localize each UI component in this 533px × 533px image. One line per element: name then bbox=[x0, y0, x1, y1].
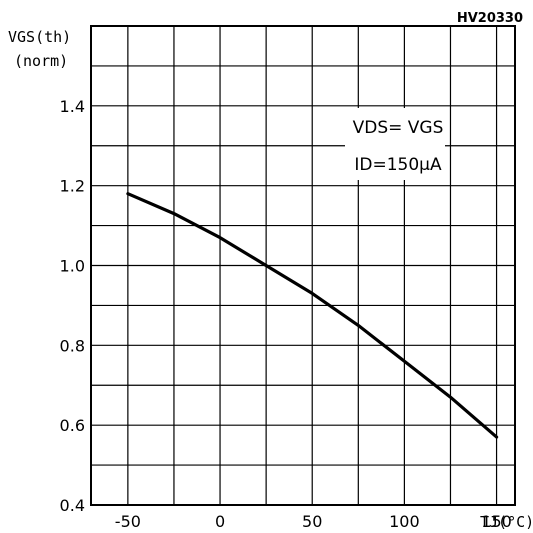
x-tick-labels: -50 0 50 100 150 bbox=[115, 512, 512, 531]
y-tick-label: 0.4 bbox=[60, 496, 85, 515]
grid bbox=[91, 26, 515, 505]
x-tick-label: 0 bbox=[215, 512, 225, 531]
x-tick-label: 150 bbox=[481, 512, 512, 531]
annotation-background bbox=[345, 108, 445, 180]
y-axis-label-line2: (norm) bbox=[14, 52, 68, 70]
x-tick-label: 100 bbox=[389, 512, 420, 531]
x-tick-label: 50 bbox=[302, 512, 322, 531]
figure-code: HV20330 bbox=[457, 11, 523, 26]
series-line-0 bbox=[126, 192, 499, 439]
y-axis-label-line1: VGS(th) bbox=[8, 28, 71, 46]
annotation-line-1: VDS= VGS bbox=[353, 118, 444, 138]
y-tick-label: 0.8 bbox=[60, 336, 85, 355]
x-axis-label: TJ(°C) bbox=[480, 513, 533, 531]
annotation-line-2: ID=150µA bbox=[354, 155, 442, 175]
y-tick-label: 1.4 bbox=[60, 97, 85, 116]
y-tick-labels: 0.4 0.6 0.8 1.0 1.2 1.4 bbox=[60, 97, 85, 515]
annotation-box: VDS= VGS ID=150µA bbox=[345, 108, 445, 180]
y-tick-label: 1.0 bbox=[60, 257, 85, 276]
series-group bbox=[126, 192, 499, 439]
y-tick-label: 0.6 bbox=[60, 416, 85, 435]
plot-frame bbox=[90, 25, 516, 506]
x-tick-label: -50 bbox=[115, 512, 141, 531]
y-tick-label: 1.2 bbox=[60, 177, 85, 196]
